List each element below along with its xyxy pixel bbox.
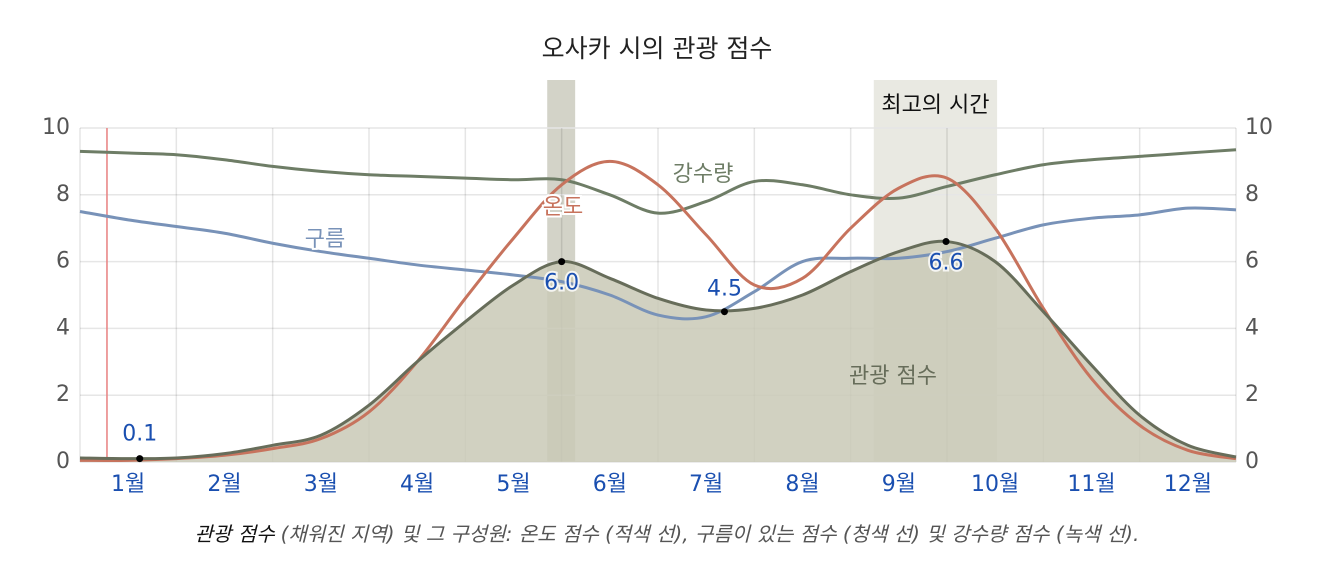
y-tick-label: 10 [42,115,70,140]
y2-tick-label: 10 [1245,115,1273,140]
series-label: 구름 [305,227,345,252]
annotation-point [942,238,950,246]
highlight-label: 최고의 시간 [881,93,989,118]
annotation-label: 0.1 [122,422,157,447]
annotation-point [720,308,728,316]
y-tick-label: 2 [56,382,70,407]
y-tick-label: 6 [56,249,70,274]
series-line [79,159,1237,462]
series-line [79,239,1237,461]
x-tick-label: 12월 [1164,472,1212,497]
series-line [79,206,1237,321]
y2-tick-label: 4 [1245,315,1259,340]
x-tick-label: 1월 [111,472,145,497]
caption-text: (채워진 지역) 및 그 구성원: 온도 점수 (적색 선), 구름이 있는 점… [280,522,1140,546]
y-tick-label: 4 [56,315,70,340]
series-line [79,148,1237,215]
x-tick-label: 7월 [689,472,723,497]
x-tick-label: 9월 [882,472,916,497]
series-label: 강수량 [673,162,734,187]
x-tick-label: 4월 [400,472,434,497]
x-tick-label: 6월 [593,472,627,497]
annotation-label: 6.6 [929,251,964,276]
chart-title: 오사카 시의 관광 점수 [542,34,773,63]
annotation-point [558,258,566,266]
y-tick-label: 0 [56,449,70,474]
caption: 관광 점수 (채워진 지역) 및 그 구성원: 온도 점수 (적색 선), 구름이… [0,518,1334,547]
x-tick-label: 8월 [785,472,819,497]
series-label: 관광 점수 [849,364,937,389]
y2-tick-label: 6 [1245,249,1259,274]
y2-tick-label: 2 [1245,382,1259,407]
annotation-label: 6.0 [544,271,579,296]
series-label: 온도 [543,195,583,220]
caption-emphasis: 관광 점수 [194,522,275,546]
y-tick-label: 8 [56,182,70,207]
x-tick-label: 3월 [304,472,338,497]
chart: 오사카 시의 관광 점수 최고의 시간 0 2 4 6 8 10 0 2 4 6 8 10 1월 2월 3월 4… [42,34,1273,497]
x-tick-label: 2월 [207,472,241,497]
annotation-point [136,455,144,463]
y2-tick-label: 8 [1245,182,1259,207]
annotation-label: 4.5 [707,277,742,302]
x-tick-label: 10월 [971,472,1019,497]
x-tick-label: 5월 [496,472,530,497]
x-tick-label: 11월 [1067,472,1115,497]
y2-tick-label: 0 [1245,449,1259,474]
